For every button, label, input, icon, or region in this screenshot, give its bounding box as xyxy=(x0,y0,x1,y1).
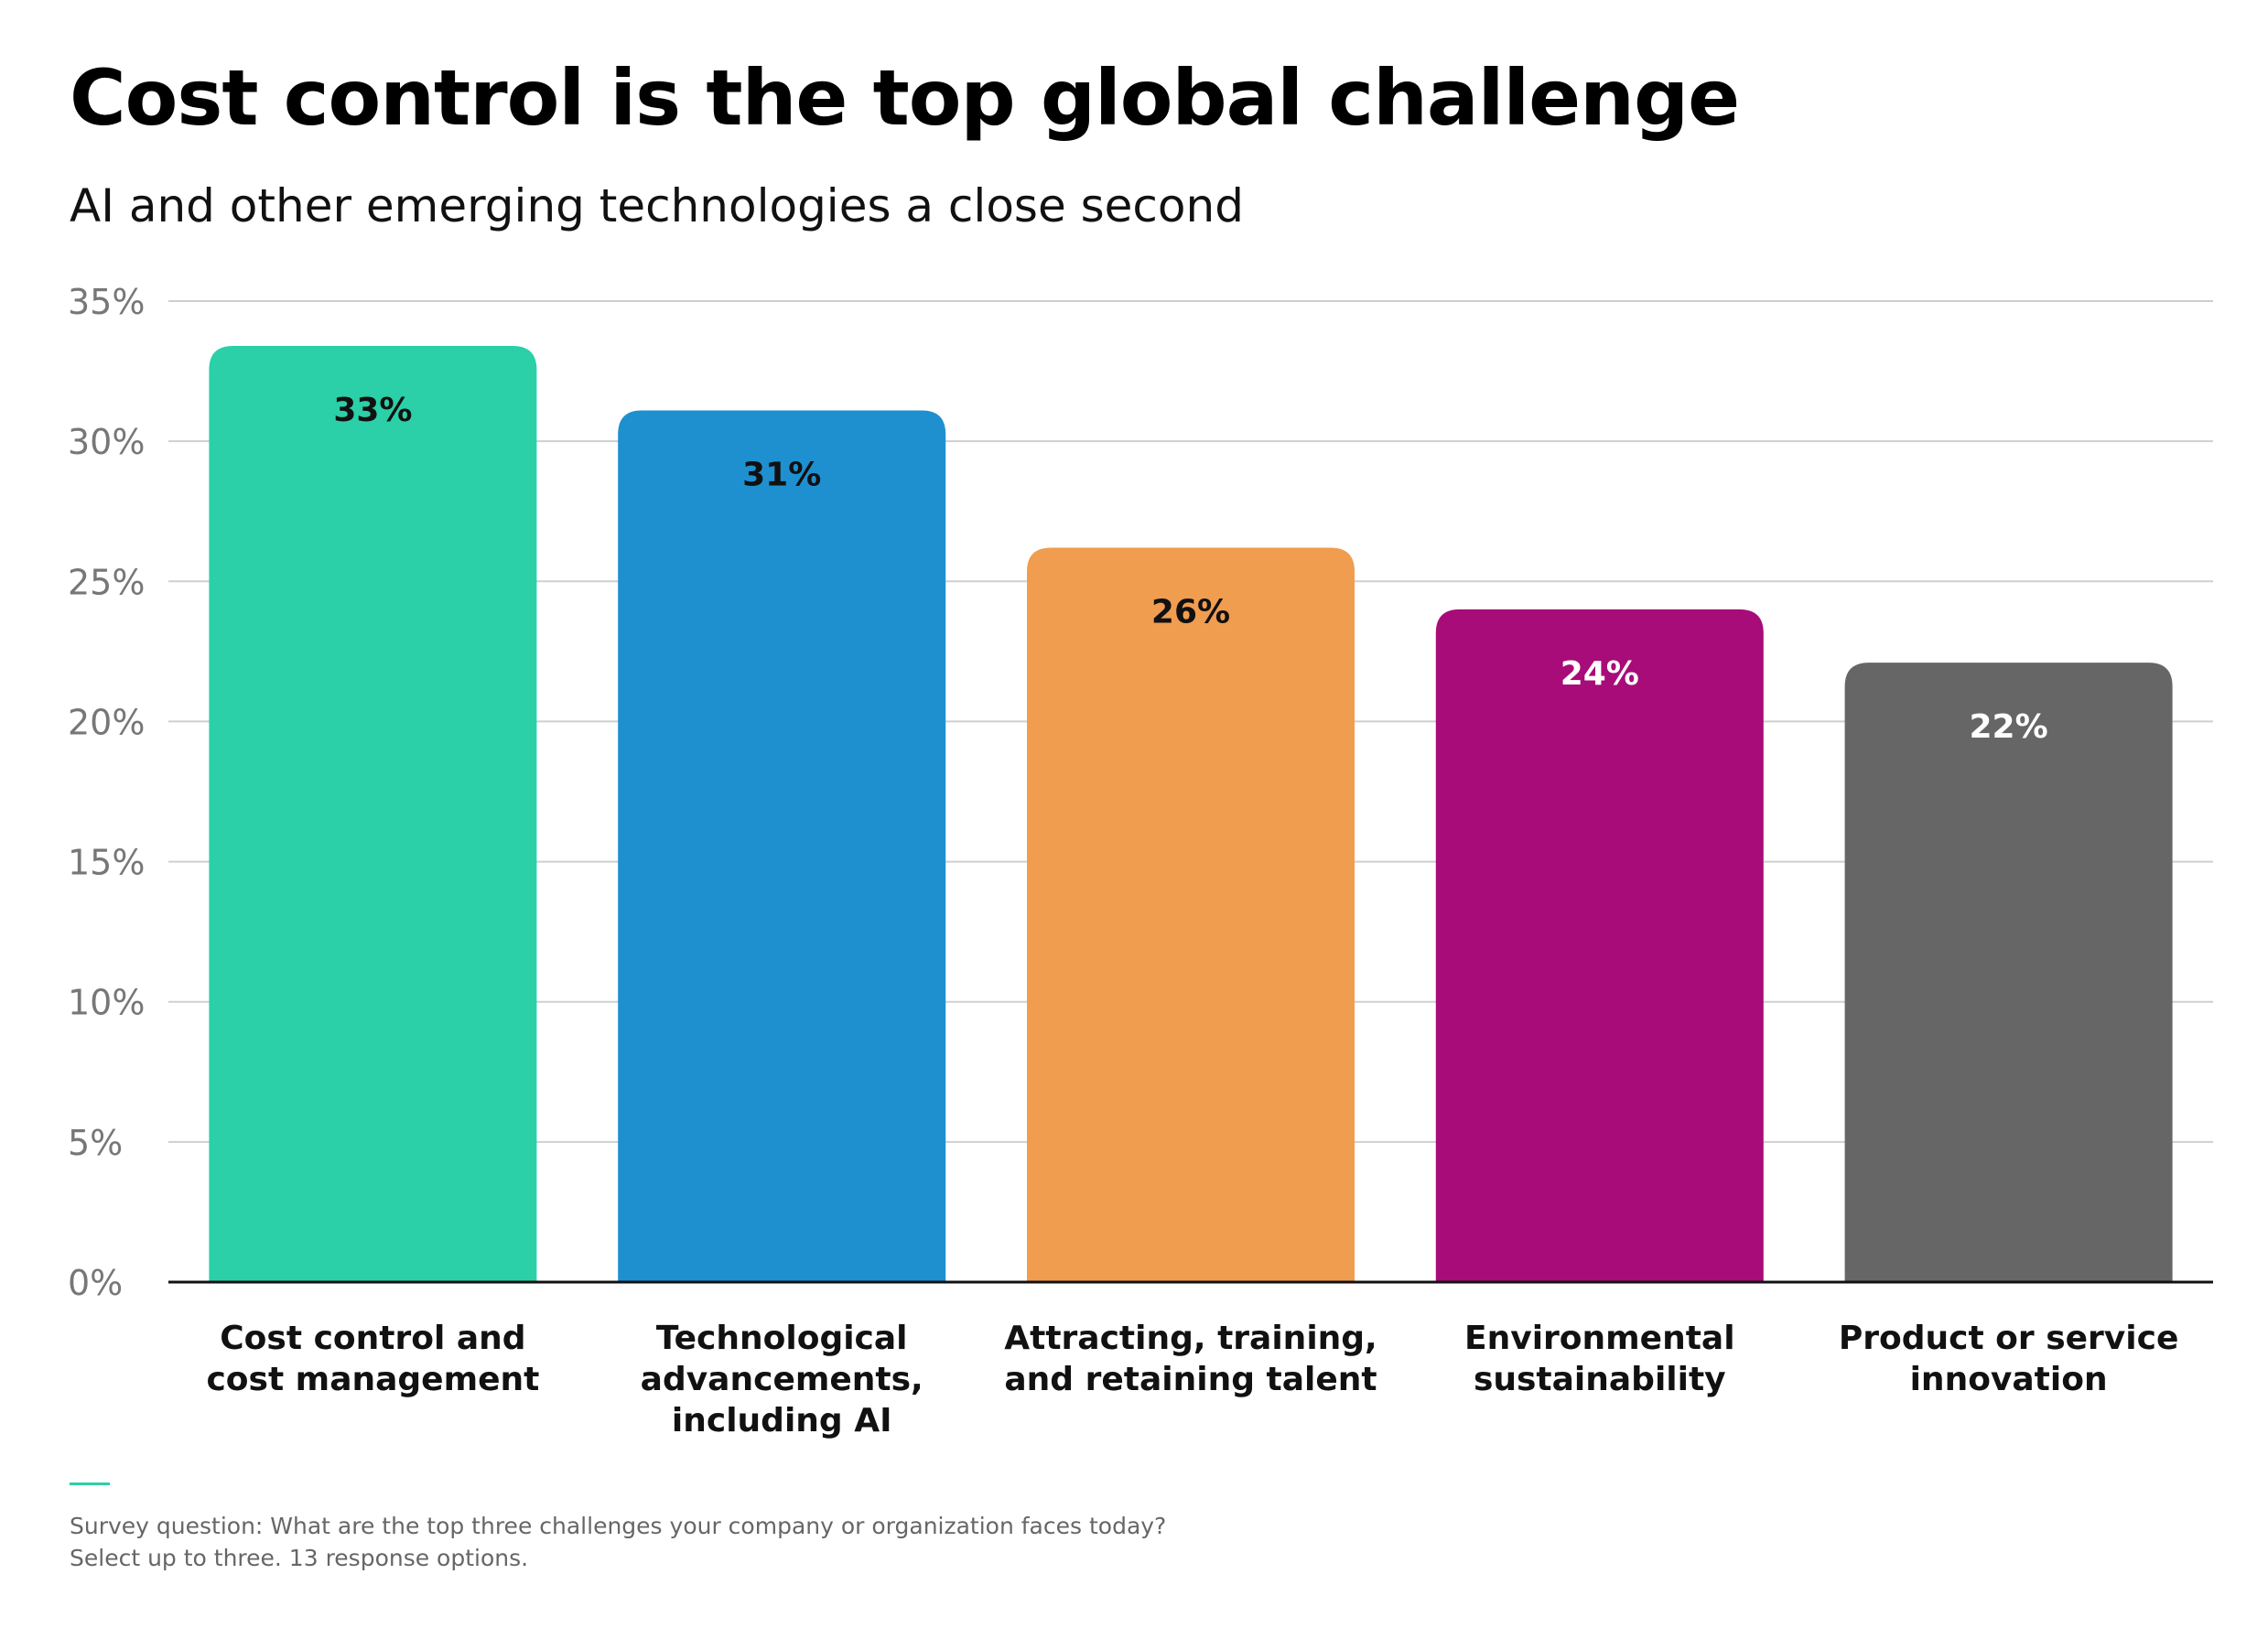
category-labels: Cost control and cost management Technolog… xyxy=(206,1320,2178,1439)
bar-value-label: 33% xyxy=(333,392,412,429)
bar-value-label: 22% xyxy=(1970,708,2048,746)
chart-title: Cost control is the top global challenge xyxy=(70,53,1740,143)
bar xyxy=(1844,663,2173,1282)
y-tick-label: 0% xyxy=(68,1263,123,1303)
category-label: Environmental sustainability xyxy=(1464,1320,1735,1398)
category-label: Cost control and cost management xyxy=(206,1320,539,1398)
footnote-line-1: Survey question: What are the top three … xyxy=(70,1513,1167,1539)
bar-value-label: 31% xyxy=(742,456,821,493)
category-label: Attracting, training, and retaining talen… xyxy=(1004,1320,1377,1398)
bar-value-label: 26% xyxy=(1151,594,1230,631)
y-tick-label: 5% xyxy=(68,1123,123,1163)
bar xyxy=(1027,547,1355,1282)
bar-value-label: 24% xyxy=(1561,655,1639,693)
bars: 33% 31% 26% 24% 22% xyxy=(209,346,2173,1282)
footnote: Survey question: What are the top three … xyxy=(70,1510,1166,1574)
chart-subtitle: AI and other emerging technologies a clo… xyxy=(70,179,1244,232)
bar-chart: 0% 5% 10% 15% 20% 25% 30% 35% 33% 31% 26% 24% 22% C… xyxy=(68,282,2213,1439)
y-tick-label: 20% xyxy=(68,702,145,742)
y-axis-ticks: 0% 5% 10% 15% 20% 25% 30% 35% xyxy=(68,282,145,1303)
category-label: Product or service innovation xyxy=(1839,1320,2179,1398)
footnote-line-2: Select up to three. 13 response options. xyxy=(70,1545,529,1571)
accent-rule xyxy=(70,1482,110,1485)
bar xyxy=(209,346,537,1282)
category-label: Technological advancements, including AI xyxy=(641,1320,923,1439)
y-tick-label: 25% xyxy=(68,562,145,602)
y-tick-label: 10% xyxy=(68,983,145,1023)
bar xyxy=(618,410,946,1282)
y-tick-label: 30% xyxy=(68,422,145,462)
y-tick-label: 15% xyxy=(68,843,145,883)
y-tick-label: 35% xyxy=(68,282,145,322)
bar xyxy=(1435,609,1764,1282)
